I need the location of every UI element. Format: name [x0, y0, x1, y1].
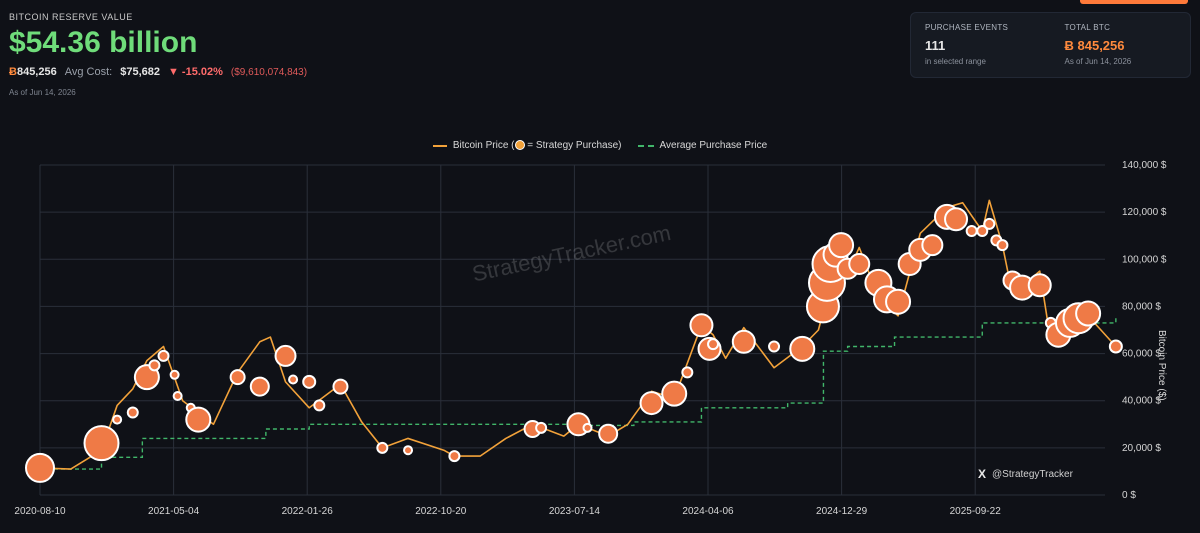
legend-average-label: Average Purchase Price: [659, 140, 768, 151]
y-tick-label: 40,000 $: [1122, 396, 1161, 407]
purchase-bubble[interactable]: [944, 207, 969, 232]
x-logo-icon: X: [978, 467, 987, 481]
purchase-bubble[interactable]: [302, 374, 317, 389]
x-tick-label: 2024-04-06: [682, 506, 734, 517]
purchase-bubble[interactable]: [848, 253, 871, 275]
events-label: PURCHASE EVENTS: [925, 23, 1009, 32]
purchase-bubble[interactable]: [288, 374, 299, 385]
change-percent: ▼ -15.02%: [167, 66, 223, 78]
stats-panel: PURCHASE EVENTS 111 in selected range TO…: [910, 12, 1191, 78]
legend-price[interactable]: Bitcoin Price ( = Strategy Purchase): [432, 140, 622, 151]
purchase-bubble[interactable]: [707, 338, 720, 351]
purchase-bubble[interactable]: [731, 329, 756, 354]
y-tick-label: 100,000 $: [1122, 254, 1167, 265]
purchase-bubble[interactable]: [681, 366, 694, 379]
purchase-bubble[interactable]: [25, 452, 55, 483]
total-value: Ƀ 845,256: [1064, 38, 1125, 53]
avg-line-swatch: [637, 144, 654, 147]
purchase-bubble[interactable]: [661, 380, 688, 407]
corner-accent: [1080, 0, 1188, 4]
purchase-bubble[interactable]: [249, 376, 270, 397]
purchase-bubble[interactable]: [403, 445, 414, 456]
change-absolute: ($9,610,074,843): [230, 66, 308, 78]
x-tick-label: 2023-07-14: [549, 506, 601, 517]
y-tick-label: 0 $: [1122, 490, 1136, 501]
reserve-summary: BITCOIN RESERVE VALUE $54.36 billion Ƀ84…: [9, 12, 307, 97]
average-purchase-line: [40, 316, 1117, 470]
purchase-bubble[interactable]: [148, 359, 161, 372]
purchase-bubble[interactable]: [1108, 339, 1123, 354]
reserve-kicker: BITCOIN RESERVE VALUE: [9, 12, 133, 22]
purchase-bubble[interactable]: [112, 414, 123, 425]
bitcoin-price-line: [39, 199, 1117, 470]
purchase-bubble[interactable]: [828, 232, 855, 259]
purchase-bubble[interactable]: [1075, 300, 1102, 327]
x-tick-label: 2022-10-20: [415, 506, 467, 517]
purchase-bubble[interactable]: [172, 391, 183, 401]
social-handle-text: @StrategyTracker: [992, 468, 1073, 480]
purchase-bubble[interactable]: [639, 391, 664, 416]
purchase-bubble[interactable]: [689, 313, 714, 338]
y-tick-label: 60,000 $: [1122, 349, 1161, 360]
as-of-date: As of Jun 14, 2026: [9, 88, 76, 97]
btc-symbol: Ƀ: [9, 66, 17, 78]
purchase-bubble[interactable]: [598, 423, 619, 444]
purchase-dot-icon: [514, 140, 525, 151]
y-tick-label: 140,000 $: [1122, 160, 1167, 171]
x-tick-label: 2022-01-26: [282, 506, 334, 517]
purchase-bubble[interactable]: [582, 422, 593, 433]
btc-holdings: Ƀ845,256: [9, 66, 57, 78]
price-line-swatch: [432, 144, 447, 147]
chart-legend: Bitcoin Price ( = Strategy Purchase) Ave…: [0, 140, 1200, 151]
y-tick-label: 80,000 $: [1122, 301, 1161, 312]
purchase-bubble[interactable]: [83, 425, 120, 462]
avg-cost-value: $75,682: [120, 66, 160, 78]
purchase-events-stat: PURCHASE EVENTS 111 in selected range: [911, 13, 1051, 77]
purchase-bubble[interactable]: [169, 369, 180, 380]
purchase-bubble[interactable]: [996, 239, 1009, 252]
y-tick-label: 120,000 $: [1122, 207, 1167, 218]
purchase-bubble[interactable]: [885, 288, 912, 315]
purchase-bubble[interactable]: [229, 369, 246, 386]
purchase-bubble[interactable]: [313, 399, 326, 412]
purchase-bubble[interactable]: [376, 441, 389, 454]
x-tick-label: 2025-09-22: [950, 506, 1002, 517]
purchase-bubble[interactable]: [274, 344, 297, 367]
purchase-bubble[interactable]: [448, 450, 461, 463]
purchase-bubble[interactable]: [976, 225, 989, 237]
purchase-bubble[interactable]: [768, 340, 781, 353]
purchase-bubble[interactable]: [789, 335, 816, 362]
btc-held: 845,256: [16, 66, 57, 78]
x-tick-label: 2020-08-10: [14, 506, 66, 517]
x-tick-label: 2021-05-04: [148, 506, 200, 517]
purchase-bubble[interactable]: [185, 406, 212, 433]
purchase-bubble[interactable]: [535, 421, 548, 434]
purchase-bubble[interactable]: [965, 225, 978, 237]
total-sub: As of Jun 14, 2026: [1064, 57, 1132, 66]
y-tick-label: 20,000 $: [1122, 443, 1161, 454]
purchase-bubble[interactable]: [1027, 273, 1052, 298]
total-btc-stat: TOTAL BTC Ƀ 845,256 As of Jun 14, 2026: [1051, 13, 1191, 77]
reserve-value: $54.36 billion: [9, 26, 198, 59]
purchase-bubble[interactable]: [921, 234, 944, 257]
legend-price-label: Bitcoin Price ( = Strategy Purchase): [452, 140, 622, 151]
purchase-bubble[interactable]: [157, 349, 170, 362]
x-tick-label: 2024-12-29: [816, 506, 868, 517]
purchase-bubble[interactable]: [126, 406, 139, 419]
total-label: TOTAL BTC: [1064, 23, 1111, 32]
y-axis-label: Bitcoin Price ($): [1156, 330, 1167, 401]
events-value: 111: [925, 38, 946, 53]
avg-cost-label: Avg Cost:: [64, 66, 113, 78]
legend-average[interactable]: Average Purchase Price: [637, 140, 768, 151]
events-sub: in selected range: [925, 57, 986, 66]
holdings-row: Ƀ845,256 Avg Cost: $75,682 ▼ -15.02% ($9…: [9, 66, 307, 78]
social-handle[interactable]: X @StrategyTracker: [978, 467, 1073, 481]
purchase-bubble[interactable]: [332, 378, 349, 395]
purchase-bubble[interactable]: [983, 217, 996, 230]
